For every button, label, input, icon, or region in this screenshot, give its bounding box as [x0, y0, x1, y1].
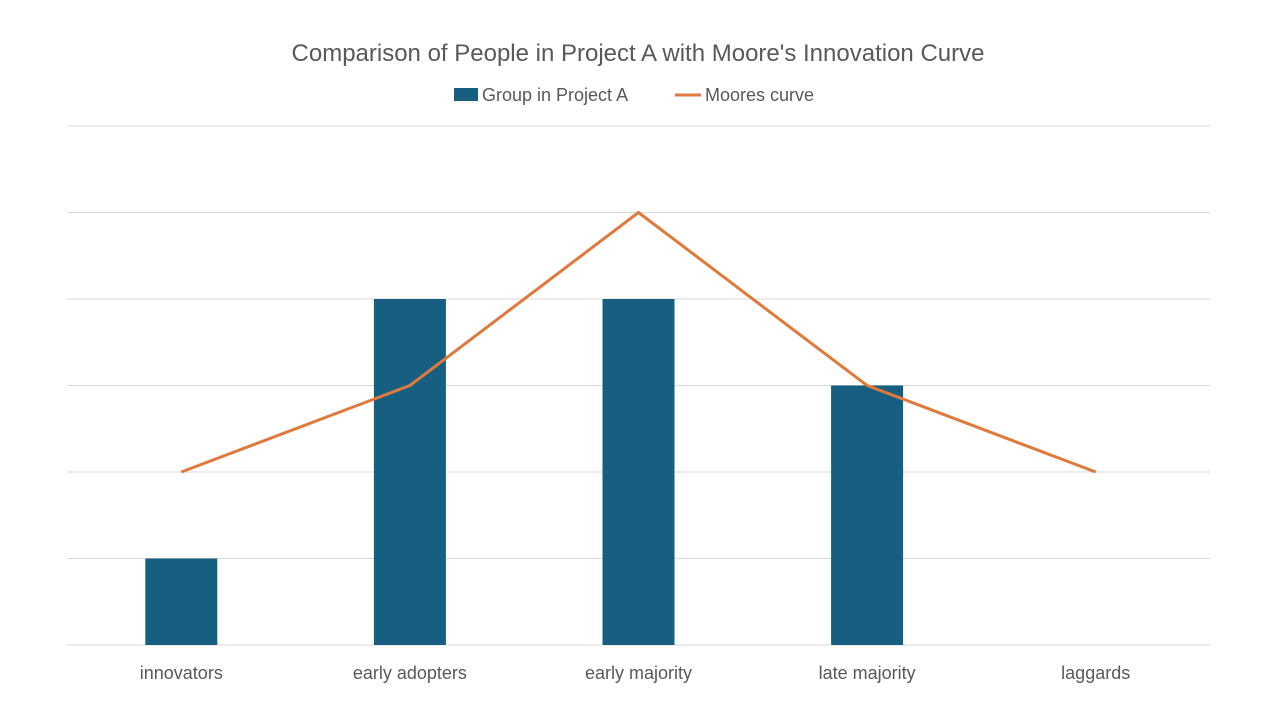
- bar-early-adopters: [373, 299, 446, 645]
- moores-curve-line: [180, 211, 1097, 474]
- bar-early-majority: [602, 299, 675, 645]
- bar-innovators: [145, 558, 218, 645]
- legend-label-line: Moores curve: [705, 85, 814, 105]
- x-tick-label: innovators: [140, 663, 223, 683]
- bar-series: [145, 299, 904, 645]
- legend: Group in Project A Moores curve: [454, 85, 814, 105]
- x-tick-label: late majority: [819, 663, 916, 683]
- line-series: [180, 211, 1097, 474]
- x-tick-label: early majority: [585, 663, 692, 683]
- x-tick-label: laggards: [1061, 663, 1130, 683]
- chart-title: Comparison of People in Project A with M…: [292, 40, 985, 67]
- legend-label-bar: Group in Project A: [482, 85, 628, 105]
- x-tick-label: early adopters: [353, 663, 467, 683]
- x-axis-tick-labels: innovators early adopters early majority la…: [140, 663, 1130, 683]
- legend-swatch-bar: [454, 88, 478, 101]
- bar-late-majority: [831, 385, 904, 645]
